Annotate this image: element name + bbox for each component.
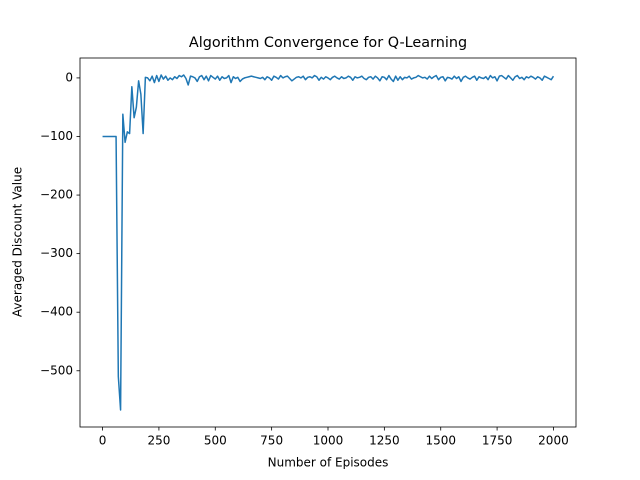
x-tick-label: 1750 <box>482 434 513 448</box>
y-tick-label: −200 <box>40 188 73 202</box>
plot-frame <box>79 57 577 428</box>
y-tick-label: −500 <box>40 363 73 377</box>
chart-title: Algorithm Convergence for Q-Learning <box>189 35 467 51</box>
y-axis-label: Averaged Discount Value <box>11 167 25 317</box>
x-tick-label: 500 <box>204 434 227 448</box>
x-tick-label: 1500 <box>425 434 456 448</box>
x-tick-label: 2000 <box>538 434 569 448</box>
x-tick-label: 750 <box>260 434 283 448</box>
x-tick-label: 1250 <box>369 434 400 448</box>
y-tick-label: −100 <box>40 129 73 143</box>
x-tick-label: 250 <box>147 434 170 448</box>
x-axis-label: Number of Episodes <box>268 456 389 470</box>
x-tick-label: 1000 <box>313 434 344 448</box>
data-line <box>102 74 555 411</box>
y-tick-label: −400 <box>40 305 73 319</box>
x-tick-label: 0 <box>99 434 107 448</box>
y-tick-label: 0 <box>65 70 73 84</box>
y-tick-label: −300 <box>40 246 73 260</box>
